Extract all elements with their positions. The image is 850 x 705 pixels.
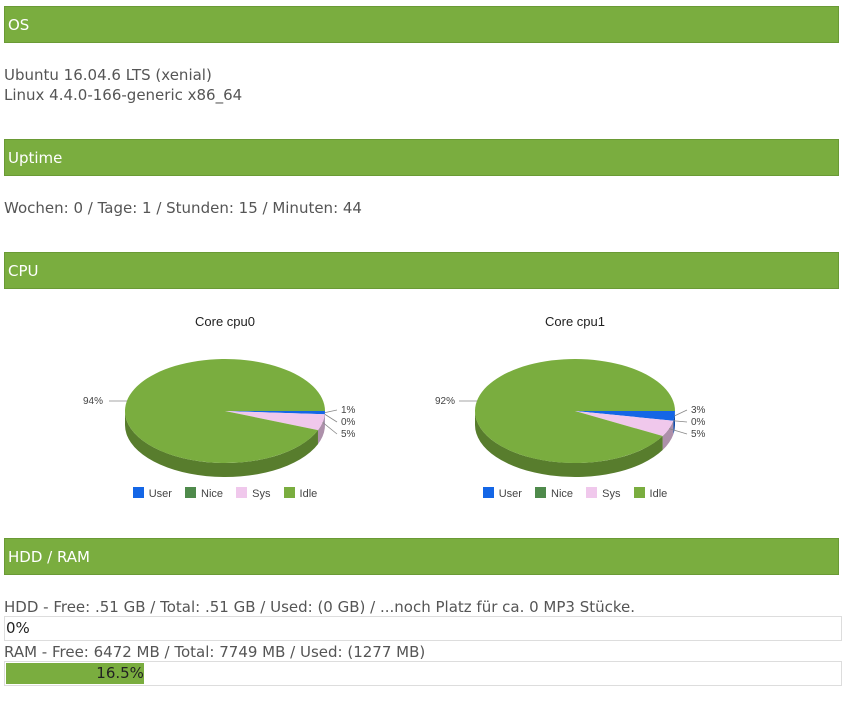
legend-label-idle: Idle (649, 488, 668, 500)
cpu0-chart-title: Core cpu0 (195, 314, 255, 329)
cpu0-legend: User Nice Sys Idle (50, 487, 400, 500)
legend-swatch-nice (185, 487, 197, 498)
legend-label-nice: Nice (551, 488, 574, 500)
hdd-progress-bar: 0% (4, 616, 842, 641)
cpu0-chart: Core cpu0 1% 0% 5% 94% User Nice Sys Idle (50, 300, 400, 515)
pie-side-idle (475, 411, 663, 477)
pie-side-user (673, 411, 675, 435)
legend-swatch-user (482, 487, 494, 498)
legend-label-idle: Idle (299, 488, 318, 500)
cpu1-chart-title: Core cpu1 (545, 314, 605, 329)
pie-label-idle: 92% (435, 396, 455, 407)
legend-user: User (482, 487, 522, 500)
uptime-section-header: Uptime (4, 139, 839, 176)
pie-side-sys (317, 414, 325, 445)
pie-slice-idle (125, 359, 326, 463)
legend-label-sys: Sys (252, 488, 271, 500)
os-section-title: OS (8, 16, 30, 34)
legend-swatch-nice (535, 487, 547, 498)
cpu0-pie: 1%0%5% 94% (83, 359, 356, 477)
pie-label-idle: 94% (83, 396, 103, 407)
legend-swatch-user (132, 487, 144, 498)
legend-user: User (132, 487, 172, 500)
cpu-section-header: CPU (4, 252, 839, 289)
cpu-section-title: CPU (8, 262, 39, 280)
pie-leader-sys (668, 428, 688, 435)
pie-side-idle (125, 411, 318, 477)
os-distribution: Ubuntu 16.04.6 LTS (xenial) (4, 66, 212, 84)
hdd-text: HDD - Free: .51 GB / Total: .51 GB / Use… (4, 598, 636, 616)
pie-side (475, 411, 675, 477)
legend-swatch-idle (283, 487, 295, 498)
uptime-section-title: Uptime (8, 149, 63, 167)
pie-label-nice: 0% (341, 417, 356, 428)
pie-leader-sys (322, 422, 338, 435)
legend-swatch-sys (236, 487, 248, 498)
legend-swatch-sys (586, 487, 598, 498)
legend-label-sys: Sys (602, 488, 621, 500)
pie-label-user: 3% (691, 405, 706, 416)
hdd-ram-section-title: HDD / RAM (8, 548, 90, 566)
hdd-progress-label: 0% (6, 619, 30, 637)
cpu1-chart: Core cpu1 3% 0% 5% 92% User Nice Sys Idle (400, 300, 750, 515)
legend-label-user: User (148, 488, 172, 500)
ram-progress-bar: 16.5% (4, 661, 842, 686)
legend-swatch-idle (633, 487, 645, 498)
legend-sys: Sys (236, 487, 270, 500)
pie-slice-idle (475, 359, 675, 463)
legend-sys: Sys (586, 487, 620, 500)
pie-label-nice: 0% (691, 417, 706, 428)
pie-leader-user (324, 409, 338, 414)
legend-nice: Nice (535, 487, 573, 500)
pie-label-user: 1% (341, 405, 356, 416)
pie-label-sys: 5% (341, 429, 356, 440)
pie-slice-user (575, 411, 675, 421)
pie-slice-sys (225, 411, 325, 431)
ram-progress-label: 16.5% (96, 664, 144, 682)
legend-label-user: User (498, 488, 522, 500)
ram-text: RAM - Free: 6472 MB / Total: 7749 MB / U… (4, 643, 426, 661)
pie-slice-user (225, 411, 326, 415)
pie-slice-sys (575, 411, 674, 437)
legend-idle: Idle (633, 487, 668, 500)
cpu1-legend: User Nice Sys Idle (400, 487, 750, 500)
uptime-text: Wochen: 0 / Tage: 1 / Stunden: 15 / Minu… (4, 199, 362, 217)
pie-side-sys (662, 420, 674, 451)
pie-label-sys: 5% (691, 429, 706, 440)
legend-nice: Nice (185, 487, 223, 500)
os-section-header: OS (4, 6, 839, 43)
pie-leader-user (674, 409, 688, 417)
ram-progress-fill (6, 663, 144, 684)
hdd-ram-section-header: HDD / RAM (4, 538, 839, 575)
cpu1-pie: 3%0%5% 92% (435, 359, 706, 477)
legend-label-nice: Nice (201, 488, 224, 500)
legend-idle: Idle (283, 487, 318, 500)
pie-leader-nice (673, 420, 688, 423)
pie-leader-nice (324, 413, 338, 423)
os-kernel: Linux 4.4.0-166-generic x86_64 (4, 86, 243, 104)
